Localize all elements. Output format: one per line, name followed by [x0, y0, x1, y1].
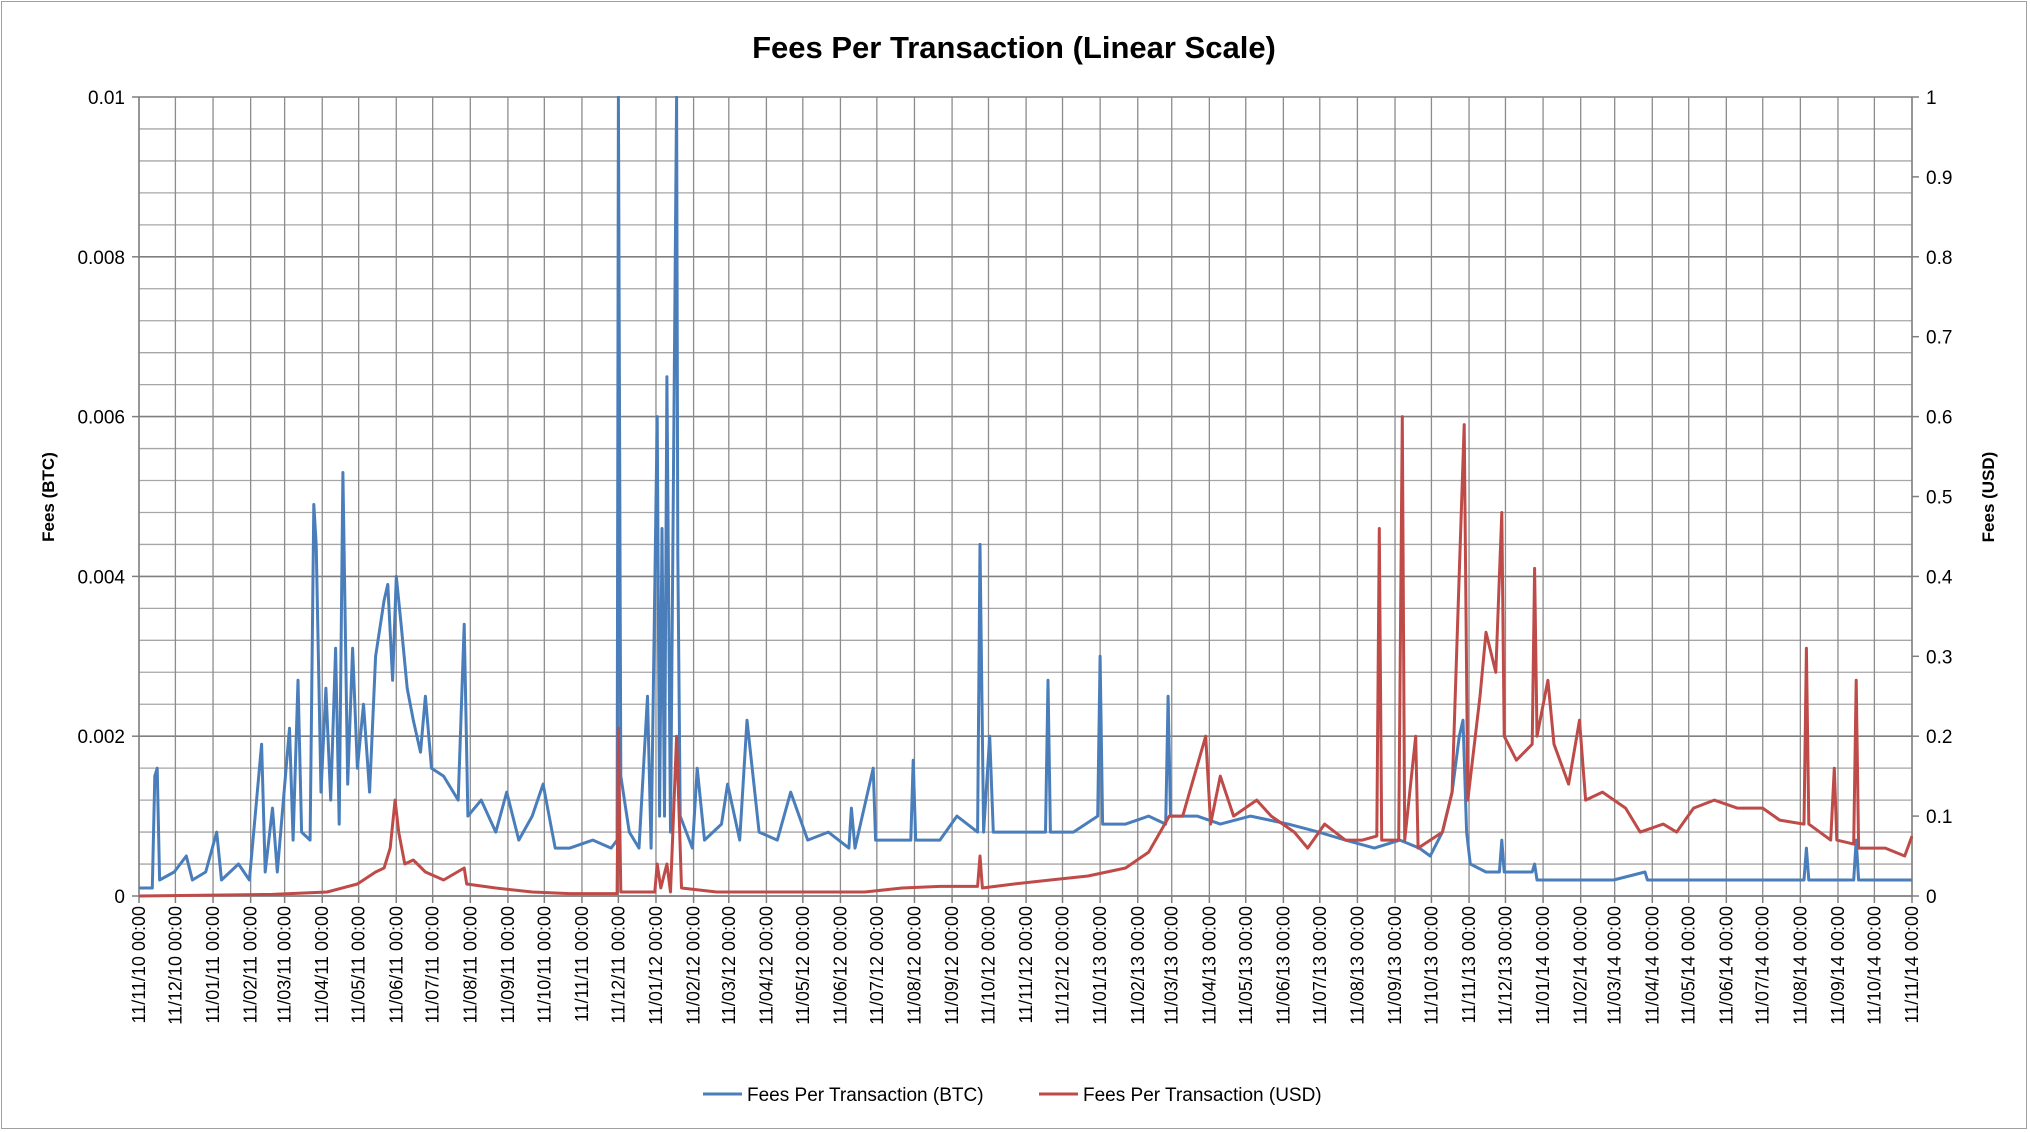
x-tick-label: 11/12/12 00:00	[1053, 906, 1073, 1025]
legend-label-usd: Fees Per Transaction (USD)	[1083, 1085, 1322, 1106]
y-tick-label: 0	[114, 887, 125, 908]
x-tick-label: 11/03/11 00:00	[275, 906, 295, 1023]
x-tick-label: 11/12/11 00:00	[608, 906, 628, 1023]
x-tick-label: 11/08/12 00:00	[904, 906, 924, 1025]
legend-label-btc: Fees Per Transaction (BTC)	[747, 1085, 984, 1106]
x-tick-label: 11/09/13 00:00	[1385, 906, 1405, 1025]
y-tick-label: 0.002	[77, 727, 125, 748]
y2-tick-label: 0.3	[1926, 647, 1952, 668]
x-tick-label: 11/06/13 00:00	[1273, 906, 1293, 1025]
x-tick-label: 11/12/13 00:00	[1495, 906, 1515, 1025]
x-tick-label: 11/08/11 00:00	[460, 906, 480, 1023]
y2-tick-label: 0.1	[1926, 807, 1952, 828]
x-tick-label: 11/10/11 00:00	[534, 906, 554, 1023]
x-tick-label: 11/11/10 00:00	[129, 906, 149, 1023]
x-tick-label: 11/09/11 00:00	[498, 906, 518, 1023]
x-tick-label: 11/10/12 00:00	[978, 906, 998, 1025]
y-tick-label: 0.01	[88, 88, 125, 109]
y2-tick-label: 0.5	[1926, 488, 1952, 509]
legend: Fees Per Transaction (BTC) Fees Per Tran…	[703, 1085, 1322, 1106]
x-tick-label: 11/04/14 00:00	[1642, 906, 1662, 1025]
x-tick-label: 11/08/14 00:00	[1790, 906, 1810, 1025]
x-tick-label: 11/05/11 00:00	[349, 906, 369, 1023]
x-tick-label: 11/12/10 00:00	[165, 906, 185, 1025]
x-tick-label: 11/06/14 00:00	[1716, 906, 1736, 1025]
x-tick-label: 11/06/11 00:00	[386, 906, 406, 1023]
x-tick-label: 11/11/13 00:00	[1459, 906, 1479, 1023]
y2-tick-label: 0.7	[1926, 328, 1952, 349]
x-axis-ticks: 11/11/10 00:00 11/12/10 00:00 11/01/11 00:…	[129, 896, 1922, 1025]
x-tick-label: 11/09/12 00:00	[942, 906, 962, 1025]
y-tick-label: 0.008	[77, 248, 125, 269]
x-tick-label: 11/07/11 00:00	[423, 906, 443, 1023]
x-tick-label: 11/07/13 00:00	[1310, 906, 1330, 1025]
x-tick-label: 11/02/14 00:00	[1571, 906, 1591, 1025]
series-lines	[139, 96, 1913, 898]
gridlines	[138, 96, 1913, 897]
x-tick-label: 11/10/13 00:00	[1421, 906, 1441, 1025]
x-tick-label: 11/02/12 00:00	[684, 906, 704, 1025]
x-tick-label: 11/05/14 00:00	[1679, 906, 1699, 1025]
y2-tick-label: 0.4	[1926, 567, 1953, 588]
x-tick-label: 11/01/13 00:00	[1090, 906, 1110, 1025]
x-tick-label: 11/03/13 00:00	[1162, 906, 1182, 1025]
x-tick-label: 11/11/12 00:00	[1016, 906, 1036, 1023]
y-axis-right-ticks: 0 0.1 0.2 0.3 0.4 0.5 0.6 0.7 0.8 0.9 1	[1912, 88, 1953, 908]
x-tick-label: 11/01/14 00:00	[1533, 906, 1553, 1025]
x-tick-label: 11/10/14 00:00	[1864, 906, 1884, 1025]
x-tick-label: 11/01/12 00:00	[646, 906, 666, 1025]
y2-tick-label: 0.6	[1926, 408, 1952, 429]
x-tick-label: 11/11/11 00:00	[572, 906, 592, 1022]
y-axis-left-ticks: 0 0.002 0.004 0.006 0.008 0.01	[77, 88, 139, 908]
x-tick-label: 11/03/14 00:00	[1605, 906, 1625, 1025]
x-tick-label: 11/09/14 00:00	[1828, 906, 1848, 1025]
x-tick-label: 11/11/14 00:00	[1902, 906, 1922, 1023]
x-tick-label: 11/07/14 00:00	[1753, 906, 1773, 1025]
x-tick-label: 11/08/13 00:00	[1347, 906, 1367, 1025]
x-tick-label: 11/04/13 00:00	[1199, 906, 1219, 1025]
y-axis-right-label: Fees (USD)	[1979, 452, 1998, 543]
y2-tick-label: 0.9	[1926, 168, 1952, 189]
y-tick-label: 0.006	[77, 408, 125, 429]
y2-tick-label: 0.2	[1926, 727, 1952, 748]
x-tick-label: 11/04/11 00:00	[312, 906, 332, 1023]
y2-tick-label: 0.8	[1926, 248, 1952, 269]
x-tick-label: 11/01/11 00:00	[203, 906, 223, 1023]
series-line-btc	[139, 96, 1912, 890]
x-tick-label: 11/05/12 00:00	[793, 906, 813, 1025]
series-line-usd	[139, 415, 1913, 898]
x-tick-label: 11/05/13 00:00	[1236, 906, 1256, 1025]
x-tick-label: 11/02/11 00:00	[241, 906, 261, 1023]
y2-tick-label: 0	[1926, 887, 1937, 908]
y2-tick-label: 1	[1926, 88, 1937, 109]
x-tick-label: 11/03/12 00:00	[719, 906, 739, 1025]
x-tick-label: 11/04/12 00:00	[756, 906, 776, 1025]
y-axis-left-label: Fees (BTC)	[39, 452, 58, 542]
y-tick-label: 0.004	[77, 567, 125, 588]
x-tick-label: 11/06/12 00:00	[830, 906, 850, 1025]
x-tick-label: 11/07/12 00:00	[867, 906, 887, 1025]
chart-title: Fees Per Transaction (Linear Scale)	[752, 30, 1276, 65]
x-tick-label: 11/02/13 00:00	[1128, 906, 1148, 1025]
